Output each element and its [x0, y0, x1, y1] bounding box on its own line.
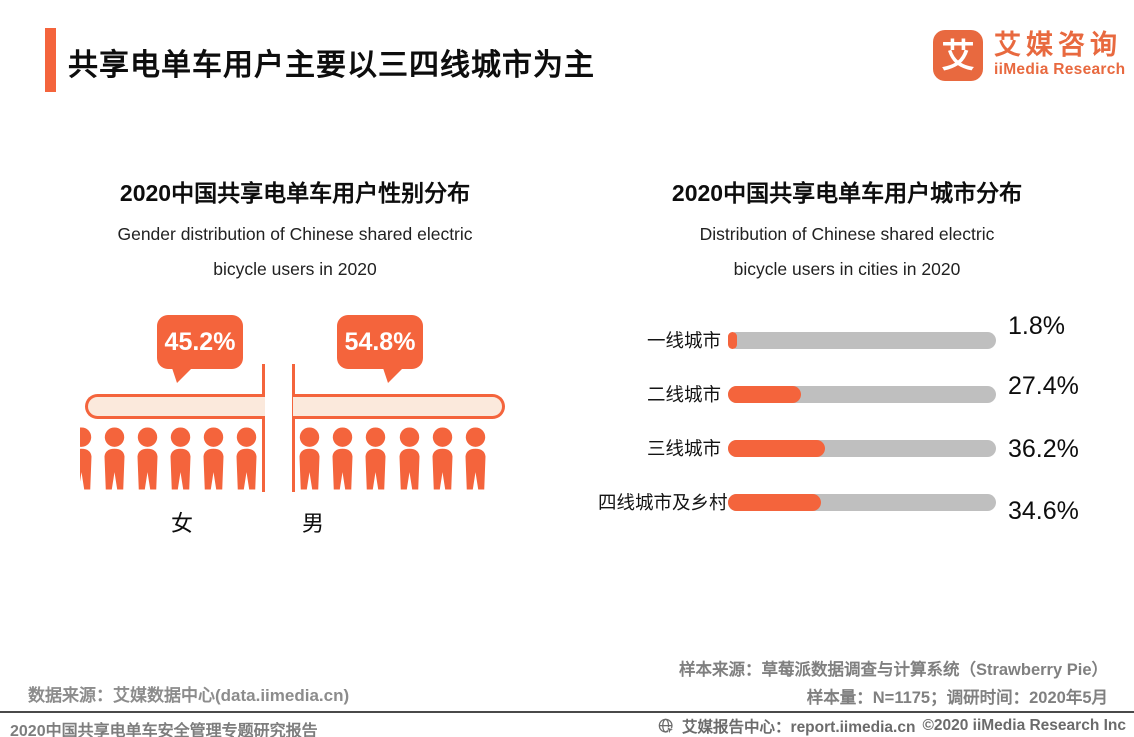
person-icon	[465, 427, 486, 490]
gender-chart-subtitle-line2: bicycle users in 2020	[213, 259, 377, 279]
male-axis-label: 男	[301, 511, 324, 536]
bar-row-tier3: 三线城市 36.2%	[598, 421, 1128, 475]
bar-value: 36.2%	[1008, 434, 1079, 463]
sample-source-note: 样本来源：草莓派数据调查与计算系统（Strawberry Pie）	[678, 661, 1108, 679]
bar-label: 一线城市	[646, 330, 721, 351]
copyright-label: ©2020 iiMedia Research Inc	[922, 717, 1126, 734]
bar-fill	[728, 385, 802, 403]
gender-chart-subtitle-line1: Gender distribution of Chinese shared el…	[117, 224, 473, 244]
person-icon	[203, 427, 224, 490]
gender-divider-line-left	[262, 364, 265, 492]
gender-chart-title: 2020中国共享电单车用户性别分布	[119, 180, 471, 206]
bar-label: 四线城市及乡村	[598, 492, 728, 513]
city-bar-chart: 一线城市 1.8% 二线城市 27.4% 三线城市 36.2% 四线城市及乡村	[598, 311, 1128, 529]
page-title: 共享电单车用户主要以三四线城市为主	[68, 49, 595, 82]
report-center-label: 艾媒报告中心：report.iimedia.cn	[682, 719, 916, 736]
female-capsule-bar	[85, 394, 265, 419]
bar-fill	[728, 331, 737, 349]
bar-label: 二线城市	[646, 384, 721, 405]
person-icon	[236, 427, 257, 490]
person-icon	[299, 427, 320, 490]
person-icon	[170, 427, 191, 490]
person-icon	[432, 427, 453, 490]
logo-brand-cn: 艾媒咨询	[994, 30, 1122, 60]
iimedia-logo-icon: 艾	[933, 30, 983, 81]
data-source-note: 数据来源：艾媒数据中心(data.iimedia.cn)	[28, 686, 350, 705]
footer-right: 艾媒报告中心：report.iimedia.cn ©2020 iiMedia R…	[658, 715, 1126, 737]
report-title-footer: 2020中国共享电单车安全管理专题研究报告	[10, 723, 318, 737]
person-icon	[332, 427, 353, 490]
bar-label: 三线城市	[646, 438, 721, 459]
male-value-bubble: 54.8%	[337, 315, 423, 383]
female-value-bubble: 45.2%	[157, 315, 243, 383]
bar-row-tier4: 四线城市及乡村 34.6%	[598, 475, 1128, 529]
city-chart-subtitle-line2: bicycle users in cities in 2020	[733, 259, 961, 279]
globe-cursor-icon	[658, 718, 675, 735]
title-accent-bar	[45, 28, 56, 92]
bar-row-tier2: 二线城市 27.4%	[598, 367, 1128, 421]
person-icon	[137, 427, 158, 490]
bar-track	[728, 439, 996, 457]
city-chart-title: 2020中国共享电单车用户城市分布	[671, 180, 1023, 206]
city-chart-header: 2020中国共享电单车用户城市分布 Distribution of Chines…	[612, 178, 1082, 287]
sample-size-note: 样本量：N=1175；调研时间：2020年5月	[806, 689, 1108, 707]
bar-track	[728, 331, 996, 349]
male-capsule-bar	[293, 394, 505, 419]
iimedia-logo-text: 艾媒咨询 iiMedia Research	[994, 30, 1125, 80]
female-axis-label: 女	[170, 511, 193, 536]
person-icon	[399, 427, 420, 490]
gender-chart-subtitle: Gender distribution of Chinese shared el…	[60, 217, 530, 287]
bar-value: 34.6%	[1008, 496, 1079, 525]
bar-fill	[728, 493, 821, 511]
city-chart-subtitle-line1: Distribution of Chinese shared electric	[699, 224, 995, 244]
sample-source-block: 样本来源：草莓派数据调查与计算系统（Strawberry Pie） 样本量：N=…	[679, 656, 1108, 712]
gender-chart-header: 2020中国共享电单车用户性别分布 Gender distribution of…	[60, 178, 530, 287]
bar-track	[728, 385, 996, 403]
bar-track	[728, 493, 996, 511]
person-icon	[104, 427, 125, 490]
bar-fill	[728, 439, 826, 457]
female-icon-row	[80, 427, 263, 491]
city-chart-subtitle: Distribution of Chinese shared electric …	[612, 217, 1082, 287]
person-icon	[80, 427, 92, 490]
male-icon-row	[293, 427, 492, 491]
iimedia-logo: 艾 艾媒咨询 iiMedia Research	[933, 30, 1125, 81]
logo-brand-en: iiMedia Research	[994, 61, 1126, 78]
bar-value: 27.4%	[1008, 371, 1079, 400]
bar-row-tier1: 一线城市 1.8%	[598, 311, 1128, 367]
bar-value: 1.8%	[1008, 311, 1065, 340]
gender-divider-line-right	[292, 364, 295, 492]
person-icon	[365, 427, 386, 490]
footer-divider	[0, 711, 1134, 713]
